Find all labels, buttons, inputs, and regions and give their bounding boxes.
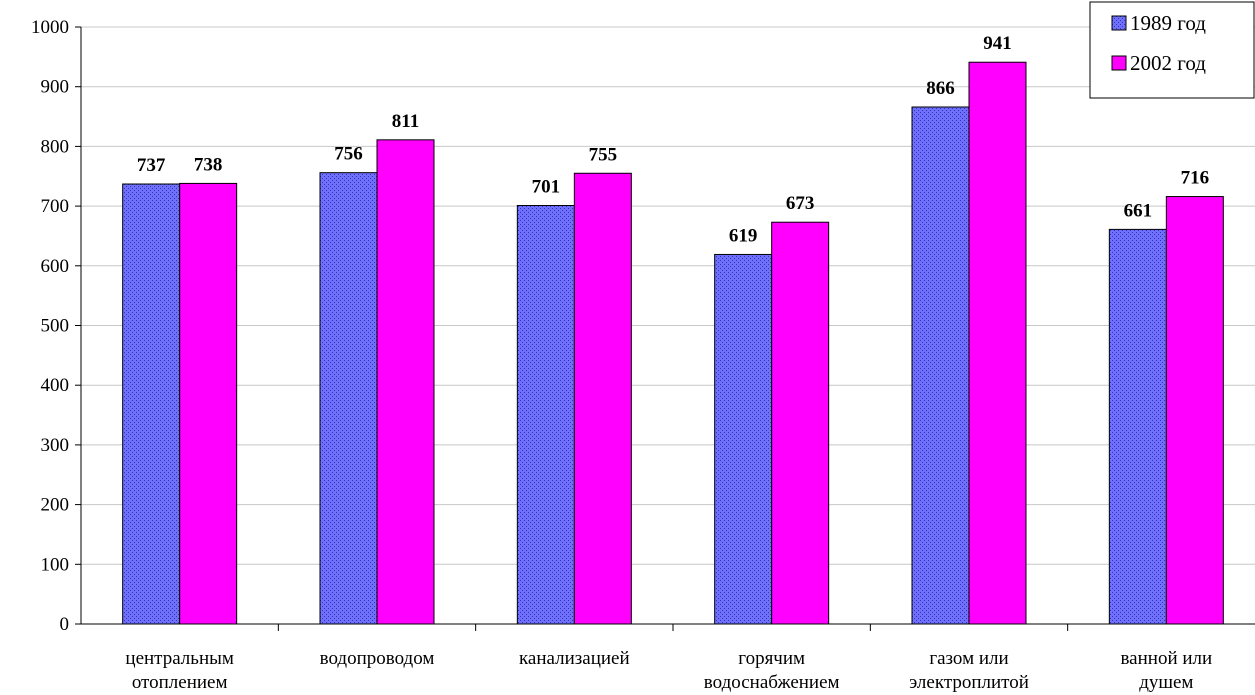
bar-1989 [122, 183, 181, 625]
y-tick-label: 300 [41, 435, 70, 456]
data-label: 737 [137, 155, 166, 176]
data-label: 619 [729, 225, 758, 246]
axes [75, 26, 1255, 631]
y-tick-label: 500 [41, 316, 70, 337]
y-tick-label: 800 [41, 136, 70, 157]
y-tick-label: 700 [41, 196, 70, 217]
x-category-label: отоплением [132, 672, 228, 693]
bar-2002 [1165, 196, 1224, 625]
bar-1989 [516, 205, 575, 625]
bar-2002 [771, 221, 830, 625]
bars [122, 61, 1224, 625]
legend: 1989 год 2002 год [1089, 1, 1255, 99]
y-tick-label: 600 [41, 256, 70, 277]
y-tick-label: 400 [41, 375, 70, 396]
legend-label: 1989 год [1130, 11, 1206, 35]
bar-1989 [319, 172, 378, 625]
x-category-label: водопроводом [320, 648, 435, 669]
y-tick-label: 0 [60, 614, 70, 635]
gridlines [81, 26, 1255, 565]
y-tick-label: 100 [41, 554, 70, 575]
bar-1989 [911, 106, 970, 625]
data-label: 866 [926, 78, 955, 99]
x-category-label: центральным [125, 648, 234, 669]
y-tick-label: 200 [41, 495, 70, 516]
x-category-label: канализацией [519, 648, 630, 669]
data-label: 716 [1181, 168, 1210, 189]
x-category-label: газом или [929, 648, 1008, 669]
data-label: 661 [1124, 200, 1153, 221]
bar-2002 [179, 182, 238, 625]
legend-swatch [1111, 55, 1127, 71]
data-label: 701 [532, 177, 561, 198]
bar-1989 [714, 253, 773, 625]
data-label: 738 [194, 154, 223, 175]
legend-label: 2002 год [1130, 51, 1206, 75]
x-category-label: душем [1139, 672, 1193, 693]
x-category-label: ванной или [1120, 648, 1212, 669]
y-tick-label: 1000 [31, 17, 69, 38]
x-category-label: водоснабжением [704, 672, 840, 693]
bar-1989 [1108, 228, 1167, 625]
legend-swatch [1111, 15, 1127, 31]
bar-2002 [376, 139, 435, 625]
labels: 0 100 200 300 400 500 600 700 800 900 1000 737 738 це… [31, 17, 1212, 693]
x-category-label: горячим [738, 648, 805, 669]
data-label: 756 [334, 144, 363, 165]
bar-2002 [968, 61, 1027, 625]
y-tick-label: 900 [41, 77, 70, 98]
data-label: 755 [589, 144, 618, 165]
bar-2002 [573, 172, 632, 625]
x-category-label: электроплитой [909, 672, 1029, 693]
data-label: 941 [983, 33, 1012, 54]
data-label: 811 [392, 111, 419, 132]
data-label: 673 [786, 193, 815, 214]
